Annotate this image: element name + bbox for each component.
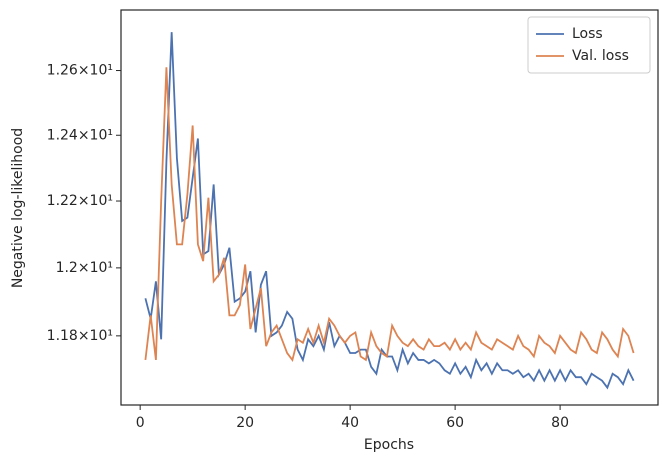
y-tick-label: 1.18×10¹ [47, 328, 113, 344]
y-axis-label: Negative log-likelihood [10, 128, 26, 288]
legend-label: Loss [572, 26, 603, 42]
x-tick-label: 80 [551, 415, 569, 431]
y-tick-label: 1.24×10¹ [47, 127, 113, 143]
x-tick-label: 60 [446, 415, 464, 431]
loss-line [144, 67, 635, 362]
y-tick-label: 1.26×10¹ [47, 63, 113, 79]
y-tick-label: 1.2×10¹ [56, 260, 113, 276]
loss-line [144, 32, 635, 390]
legend-label: Val. loss [572, 48, 629, 64]
x-tick-label: 20 [236, 415, 254, 431]
legend: Loss Val. loss [527, 16, 651, 74]
y-tick-label: 1.22×10¹ [47, 193, 113, 209]
legend-box [527, 16, 651, 74]
plot-frame [120, 9, 659, 406]
x-axis-label: Epochs [364, 437, 414, 453]
x-tick-label: 0 [136, 415, 145, 431]
x-tick-label: 40 [341, 415, 359, 431]
